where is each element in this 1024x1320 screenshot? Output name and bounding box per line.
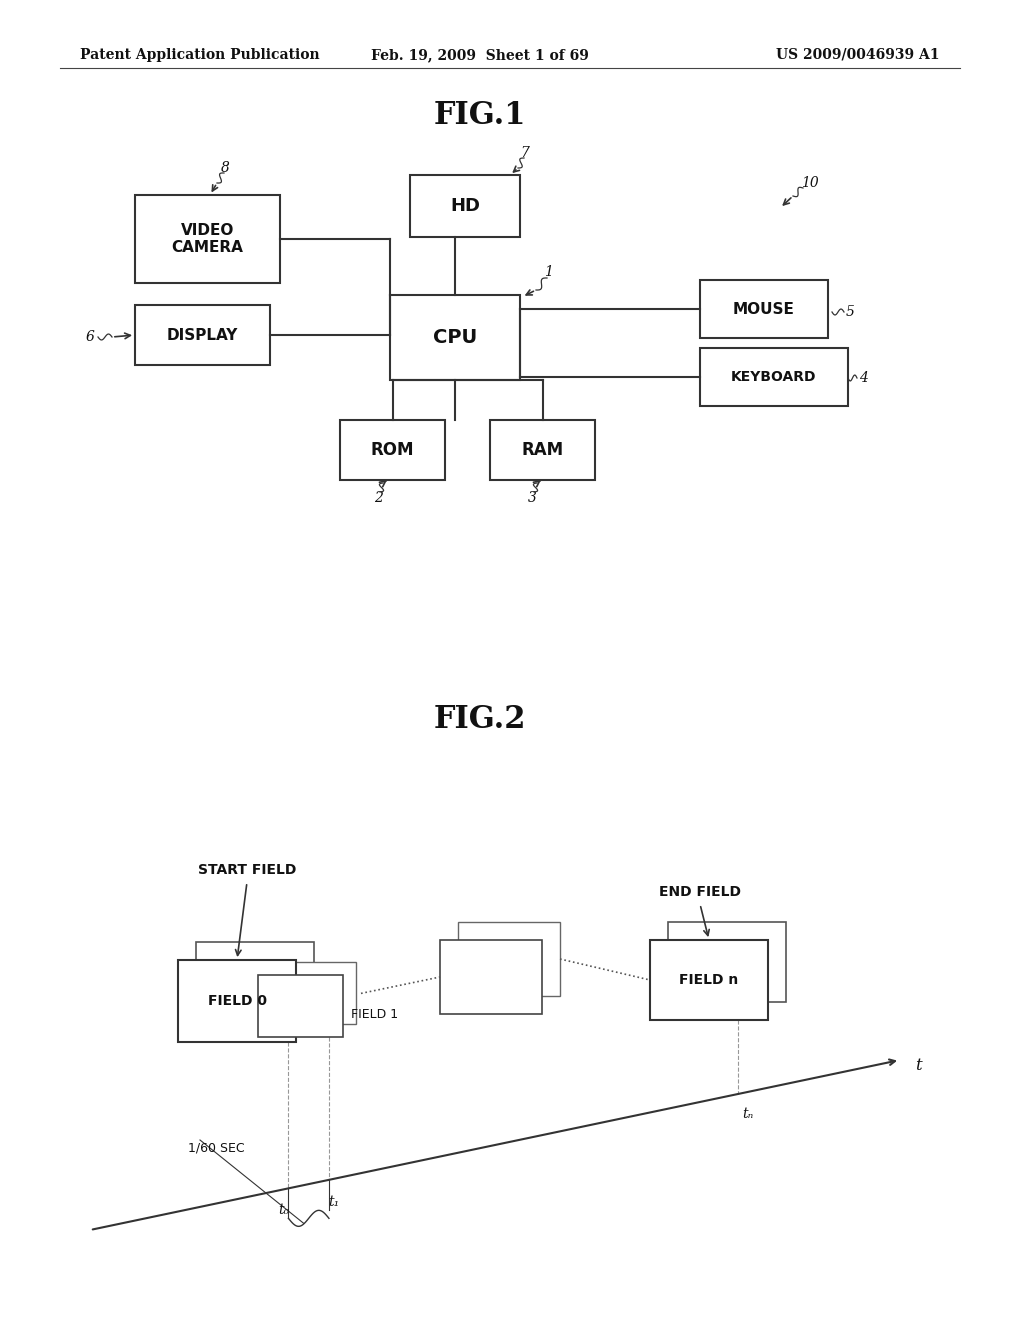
Bar [258,975,343,1038]
Bar [340,420,445,480]
Bar [440,940,542,1014]
Text: t: t [914,1056,922,1073]
Text: t₁: t₁ [329,1195,340,1209]
Text: KEYBOARD: KEYBOARD [731,370,817,384]
Bar [700,348,848,407]
Text: 5: 5 [846,305,854,319]
Text: US 2009/0046939 A1: US 2009/0046939 A1 [776,48,940,62]
Bar [196,942,314,1024]
Bar [390,294,520,380]
Text: START FIELD: START FIELD [198,863,296,876]
Text: FIG.2: FIG.2 [434,705,526,735]
Text: HD: HD [450,197,480,215]
Bar [650,940,768,1020]
Text: 6: 6 [86,330,94,345]
Bar [700,280,828,338]
Text: 4: 4 [858,371,867,385]
Text: FIELD 1: FIELD 1 [351,1007,398,1020]
Bar [135,195,280,282]
Bar [458,921,560,997]
Bar [270,962,355,1024]
Text: FIELD n: FIELD n [679,973,738,987]
Text: 8: 8 [220,161,229,176]
Text: 7: 7 [520,147,529,160]
Text: Patent Application Publication: Patent Application Publication [80,48,319,62]
Text: Feb. 19, 2009  Sheet 1 of 69: Feb. 19, 2009 Sheet 1 of 69 [371,48,589,62]
Text: FIELD 0: FIELD 0 [208,994,266,1008]
Text: 2: 2 [374,491,382,506]
Bar [178,960,296,1041]
Bar [410,176,520,238]
Bar [668,921,786,1002]
Text: tₙ: tₙ [742,1107,754,1121]
Bar [490,420,595,480]
Text: 1: 1 [544,265,552,279]
Text: END FIELD: END FIELD [659,884,741,899]
Text: 1/60 SEC: 1/60 SEC [188,1142,245,1155]
Text: 3: 3 [527,491,537,506]
Text: 10: 10 [801,176,819,190]
Text: FIG.1: FIG.1 [434,99,526,131]
Text: CPU: CPU [433,327,477,347]
Text: DISPLAY: DISPLAY [167,327,239,342]
Text: RAM: RAM [521,441,563,459]
Bar [135,305,270,366]
Text: MOUSE: MOUSE [733,301,795,317]
Text: ROM: ROM [371,441,415,459]
Text: VIDEO
CAMERA: VIDEO CAMERA [172,223,244,255]
Text: t₀: t₀ [278,1204,289,1217]
